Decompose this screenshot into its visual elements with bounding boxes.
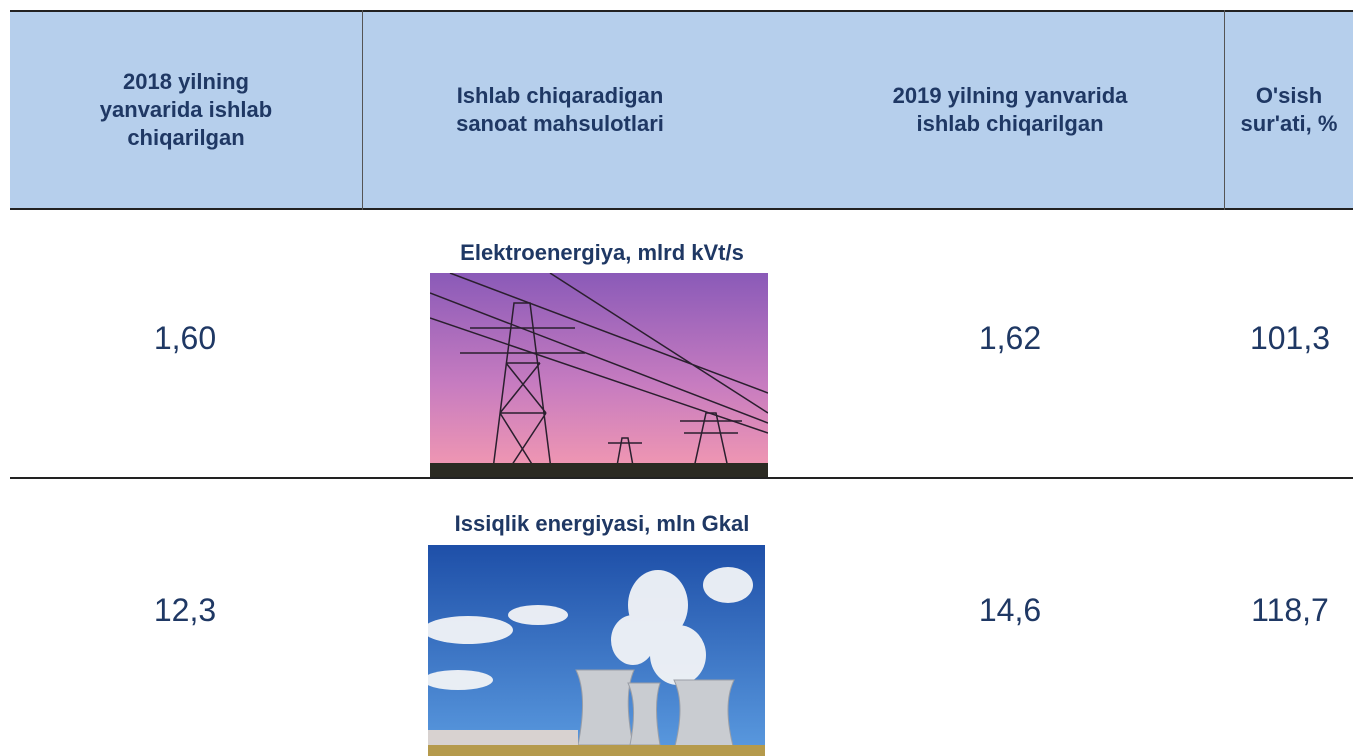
header-cell: O'sish sur'ati, % (1225, 10, 1353, 210)
page: 2018 yilning yanvarida ishlab chiqarilga… (0, 0, 1353, 756)
product-title: Issiqlik energiyasi, mln Gkal (362, 511, 842, 537)
growth: 101,3 (1190, 320, 1353, 357)
value-2018: 1,60 (85, 320, 285, 357)
header-cell: 2019 yilning yanvarida ishlab chiqarilga… (870, 10, 1150, 210)
value-2019: 14,6 (910, 592, 1110, 629)
cooling-towers-image (428, 545, 765, 756)
header-cell: Ishlab chiqaradigan sanoat mahsulotlari (362, 10, 758, 210)
row-separator (10, 477, 1353, 479)
header-cell: 2018 yilning yanvarida ishlab chiqarilga… (10, 10, 362, 210)
product-title: Elektroenergiya, mlrd kVt/s (362, 240, 842, 266)
value-2019: 1,62 (910, 320, 1110, 357)
power-lines-image (430, 273, 768, 477)
growth: 118,7 (1190, 592, 1353, 629)
value-2018: 12,3 (85, 592, 285, 629)
